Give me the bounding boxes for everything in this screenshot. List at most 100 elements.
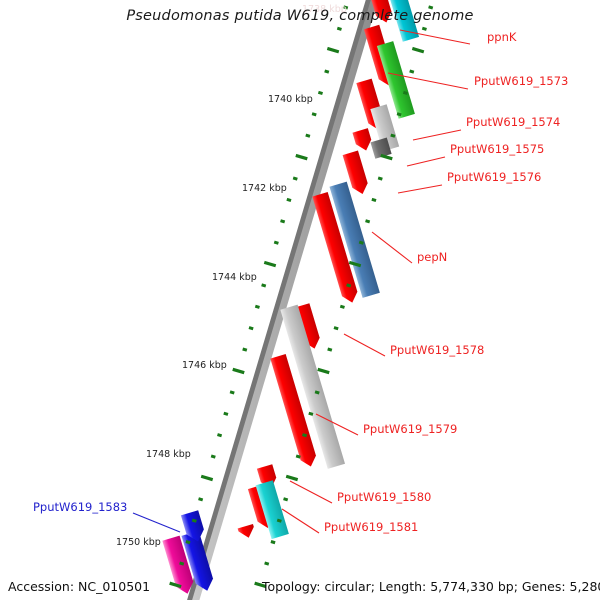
scale-tick-minor — [336, 26, 342, 31]
scale-tick-minor — [283, 497, 289, 502]
ruler-tick-label: 1738 kbp — [302, 4, 347, 15]
feature-label[interactable]: pepN — [417, 250, 448, 264]
callout-leader-line — [412, 129, 462, 141]
cds-arrow[interactable] — [270, 354, 318, 469]
scale-tick-minor — [421, 26, 427, 31]
feature-block-1582[interactable] — [162, 535, 196, 597]
scale-tick-minor — [198, 497, 204, 502]
feature-label[interactable]: PputW619_1573 — [474, 74, 569, 88]
scale-tick-major — [232, 367, 245, 375]
scale-tick-minor — [217, 433, 223, 438]
scale-tick-minor — [402, 90, 408, 96]
scale-tick-minor — [317, 90, 323, 96]
feature-label[interactable]: PputW619_1579 — [363, 422, 458, 436]
feature-block-1583-upper[interactable] — [180, 510, 207, 544]
scale-tick-minor — [185, 540, 191, 545]
ruler-tick-label: 1746 kbp — [182, 360, 227, 371]
scale-tick-minor — [261, 283, 267, 288]
feature-block-1573[interactable] — [376, 41, 415, 119]
ruler-tick-label: 1742 kbp — [242, 183, 287, 194]
scale-tick-minor — [358, 240, 364, 245]
ruler-tick-label: 1740 kbp — [268, 94, 313, 105]
scale-tick-minor — [339, 304, 345, 309]
callout-leader-line — [387, 72, 469, 90]
scale-tick-minor — [327, 347, 333, 352]
scale-tick-major — [380, 153, 393, 161]
callout-leader-line — [397, 184, 443, 194]
scale-tick-minor — [276, 518, 282, 523]
scale-tick-minor — [396, 112, 402, 117]
feature-block-1578-1579[interactable] — [280, 304, 346, 469]
scale-tick-major — [317, 367, 330, 375]
cds-arrow[interactable] — [352, 128, 373, 153]
feature-label[interactable]: PputW619_1580 — [337, 490, 432, 504]
callout-leader-line — [399, 29, 471, 45]
ruler-tick-label: 1748 kbp — [146, 449, 191, 460]
feature-label[interactable]: PputW619_1578 — [390, 343, 485, 357]
ruler-tick-label: 1750 kbp — [116, 537, 161, 548]
scale-tick-minor — [210, 454, 216, 459]
scale-tick-minor — [273, 240, 279, 245]
feature-track-bottom-left[interactable] — [162, 510, 216, 596]
scale-tick-minor — [409, 69, 415, 74]
cds-arrow[interactable] — [365, 0, 394, 25]
scale-tick-major — [295, 153, 308, 161]
callout-leader-line — [406, 156, 446, 167]
feature-block-1575[interactable] — [370, 137, 392, 159]
genome-summary-text: Topology: circular; Length: 5,774,330 bp… — [262, 579, 600, 594]
scale-tick-major — [411, 46, 425, 54]
feature-block-1574[interactable] — [370, 104, 400, 152]
scale-tick-major — [348, 260, 362, 268]
feature-label[interactable]: PputW619_1576 — [447, 170, 542, 184]
scale-tick-minor — [302, 433, 308, 438]
backbone-shadow — [187, 0, 376, 600]
scale-tick-major — [254, 581, 267, 589]
feature-block-1581[interactable] — [255, 480, 289, 540]
scale-tick-marks — [169, 5, 434, 589]
scale-tick-minor — [286, 197, 292, 202]
cds-arrow[interactable] — [312, 192, 360, 305]
feature-label[interactable]: PputW619_1574 — [466, 115, 561, 129]
feature-block-1583-lower[interactable] — [181, 530, 215, 594]
scale-tick-minor — [264, 561, 270, 566]
scale-tick-minor — [179, 561, 185, 566]
scale-tick-minor — [377, 176, 383, 181]
cds-arrow[interactable] — [342, 150, 371, 197]
scale-tick-minor — [242, 347, 248, 352]
genome-backbone[interactable] — [187, 0, 379, 600]
scale-tick-major — [326, 46, 340, 54]
callout-leader-line — [289, 480, 333, 504]
scale-tick-minor — [305, 133, 311, 138]
feature-label[interactable]: PputW619_1581 — [324, 520, 419, 534]
feature-block-pepN[interactable] — [329, 181, 380, 298]
scale-tick-minor — [229, 390, 235, 395]
scale-tick-minor — [343, 5, 349, 10]
callout-leader-line — [281, 508, 320, 534]
feature-label[interactable]: PputW619_1583 — [33, 500, 128, 514]
feature-block-ppnK[interactable] — [385, 0, 420, 42]
callout-leader-lines — [132, 29, 471, 534]
scale-tick-minor — [390, 133, 396, 138]
cds-arrow[interactable] — [237, 523, 257, 540]
feature-label[interactable]: ppnK — [487, 30, 517, 44]
feature-track-forward[interactable] — [255, 0, 420, 540]
scale-tick-minor — [314, 390, 320, 395]
scale-tick-minor — [292, 176, 298, 181]
scale-tick-minor — [223, 411, 229, 416]
scale-tick-major — [263, 260, 277, 268]
scale-tick-minor — [346, 283, 352, 288]
scale-tick-major — [200, 474, 214, 482]
scale-tick-minor — [365, 219, 371, 224]
callout-leader-line — [315, 413, 359, 436]
scale-tick-minor — [333, 326, 339, 331]
scale-tick-minor — [270, 540, 276, 545]
ruler-tick-label: 1744 kbp — [212, 272, 257, 283]
scale-tick-minor — [295, 454, 301, 459]
scale-tick-minor — [191, 518, 197, 523]
scale-tick-minor — [428, 5, 434, 10]
scale-tick-minor — [308, 411, 314, 416]
feature-label[interactable]: PputW619_1575 — [450, 142, 545, 156]
scale-tick-minor — [254, 304, 260, 309]
